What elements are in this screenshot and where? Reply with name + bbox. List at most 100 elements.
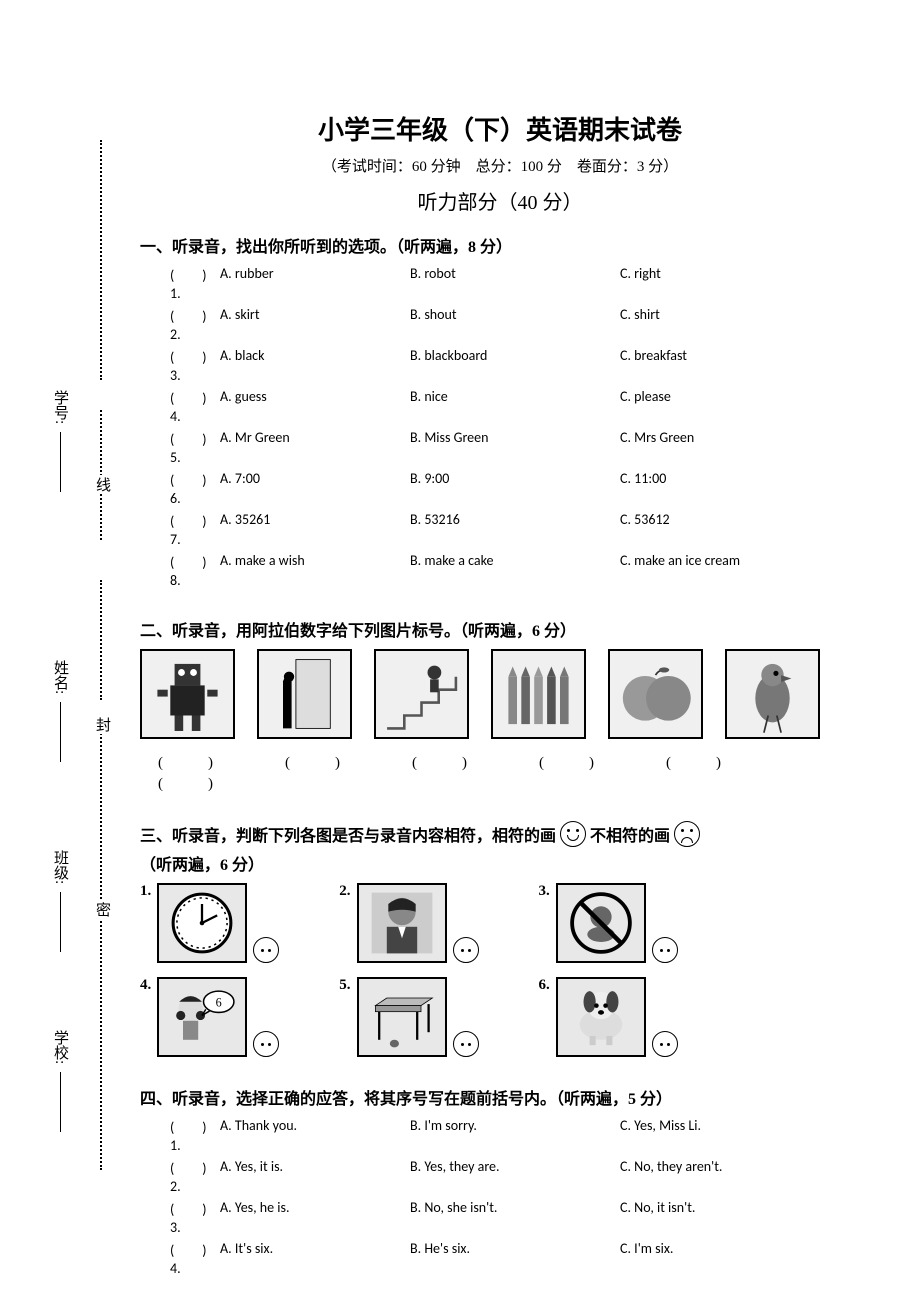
q1-row: ( ) 3.A. blackB. blackboardC. breakfast [140, 347, 860, 384]
opt-b: B. shout [410, 306, 620, 343]
q2-img-oranges [608, 649, 703, 739]
opt-a: A. Mr Green [220, 429, 410, 466]
opt-b: B. He's six. [410, 1240, 620, 1277]
q1-row: ( ) 8.A. make a wishB. make a cakeC. mak… [140, 552, 860, 589]
paren: ( ) 4. [170, 388, 220, 425]
opt-a: A. It's six. [220, 1240, 410, 1277]
opt-c: C. please [620, 388, 860, 425]
q1-heading: 一、听录音，找出你所听到的选项。（听两遍，8 分） [140, 233, 860, 257]
paren: ( ) 5. [170, 429, 220, 466]
q3-img-man [357, 883, 447, 963]
opt-c: C. No, they aren't. [620, 1158, 860, 1195]
label-id: 学号: [50, 390, 71, 492]
opt-b: B. robot [410, 265, 620, 302]
q3-item-4: 4. 6 [140, 977, 279, 1057]
label-name: 姓名: [50, 660, 71, 762]
opt-b: B. 9:00 [410, 470, 620, 507]
seal-char-mi: 密 [92, 900, 113, 919]
opt-c: C. No, it isn't. [620, 1199, 860, 1236]
q4-row: ( ) 4.A. It's six.B. He's six.C. I'm six… [140, 1240, 860, 1277]
q2-paren: ( ) [285, 751, 340, 772]
q2-img-door [257, 649, 352, 739]
q2-paren: ( ) [158, 772, 213, 793]
q2-paren: ( ) [158, 751, 213, 772]
label-school: 学校: [50, 1030, 71, 1132]
seal-dotted-line [100, 580, 102, 700]
q1-row: ( ) 5.A. Mr GreenB. Miss GreenC. Mrs Gre… [140, 429, 860, 466]
opt-b: B. Miss Green [410, 429, 620, 466]
opt-c: C. breakfast [620, 347, 860, 384]
paren: ( ) 7. [170, 511, 220, 548]
opt-b: B. blackboard [410, 347, 620, 384]
q3-heading-text-1: 三、听录音，判断下列各图是否与录音内容相符，相符的画 [140, 822, 556, 846]
opt-b: B. 53216 [410, 511, 620, 548]
opt-a: A. Yes, it is. [220, 1158, 410, 1195]
opt-c: C. Mrs Green [620, 429, 860, 466]
opt-a: A. make a wish [220, 552, 410, 589]
q1-row: ( ) 2.A. skirtB. shoutC. shirt [140, 306, 860, 343]
q3-img-puppy [556, 977, 646, 1057]
q4-row: ( ) 1.A. Thank you.B. I'm sorry.C. Yes, … [140, 1117, 860, 1154]
exam-title: 小学三年级（下）英语期末试卷 [140, 110, 860, 147]
opt-c: C. Yes, Miss Li. [620, 1117, 860, 1154]
opt-a: A. black [220, 347, 410, 384]
paren: ( ) 6. [170, 470, 220, 507]
q3-item-5: 5. [339, 977, 478, 1057]
paren: ( ) 3. [170, 1199, 220, 1236]
q2-img-parrot [725, 649, 820, 739]
opt-a: A. Thank you. [220, 1117, 410, 1154]
q1-row: ( ) 1.A. rubberB. robotC. right [140, 265, 860, 302]
q2-paren-row-2: ( ) [140, 772, 860, 793]
opt-c: C. 53612 [620, 511, 860, 548]
q2-img-crayons [491, 649, 586, 739]
opt-a: A. rubber [220, 265, 410, 302]
q3-img-girl-6: 6 [157, 977, 247, 1057]
seal-dotted-line [100, 730, 102, 1170]
opt-b: B. I'm sorry. [410, 1117, 620, 1154]
answer-circle [453, 937, 479, 963]
seal-char-feng: 封 [92, 715, 113, 734]
q3-item-3: 3. [539, 883, 678, 963]
q3-item-6: 6. [539, 977, 678, 1057]
q2-heading: 二、听录音，用阿拉伯数字给下列图片标号。（听两遍，6 分） [140, 617, 860, 641]
opt-a: A. Yes, he is. [220, 1199, 410, 1236]
sad-face-icon [674, 821, 700, 847]
answer-circle [652, 937, 678, 963]
opt-a: A. 35261 [220, 511, 410, 548]
q3-img-no-sleep [556, 883, 646, 963]
q3-heading-line2: （听两遍，6 分） [140, 851, 860, 875]
opt-a: A. skirt [220, 306, 410, 343]
q3-row-2: 4. 6 5. 6. [140, 977, 860, 1057]
seal-dotted-line [100, 140, 102, 380]
q2-paren: ( ) [666, 751, 721, 772]
q3-item-2: 2. [339, 883, 478, 963]
paren: ( ) 3. [170, 347, 220, 384]
q3-heading-text-2: 不相符的画 [590, 822, 670, 846]
label-class: 班级: [50, 850, 71, 952]
q4-row: ( ) 3.A. Yes, he is.B. No, she isn't.C. … [140, 1199, 860, 1236]
q3-img-desk [357, 977, 447, 1057]
paren: ( ) 4. [170, 1240, 220, 1277]
q1-row: ( ) 7.A. 35261B. 53216C. 53612 [140, 511, 860, 548]
paren: ( ) 1. [170, 1117, 220, 1154]
answer-circle [253, 937, 279, 963]
opt-c: C. make an ice cream [620, 552, 860, 589]
exam-content: 小学三年级（下）英语期末试卷 （考试时间：60 分钟 总分：100 分 卷面分：… [140, 110, 860, 1281]
q2-image-row [140, 649, 860, 739]
answer-circle [652, 1031, 678, 1057]
q2-paren-row: ( ) ( ) ( ) ( ) ( ) [140, 751, 860, 772]
opt-b: B. Yes, they are. [410, 1158, 620, 1195]
q2-paren: ( ) [539, 751, 594, 772]
q4-row: ( ) 2.A. Yes, it is.B. Yes, they are.C. … [140, 1158, 860, 1195]
smile-face-icon [560, 821, 586, 847]
opt-b: B. No, she isn't. [410, 1199, 620, 1236]
q2-img-stairs [374, 649, 469, 739]
q3-heading: 三、听录音，判断下列各图是否与录音内容相符，相符的画 不相符的画 [140, 821, 860, 847]
exam-subtitle: （考试时间：60 分钟 总分：100 分 卷面分：3 分） [140, 155, 860, 176]
svg-text:6: 6 [216, 995, 222, 1009]
q1-list: ( ) 1.A. rubberB. robotC. right( ) 2.A. … [140, 265, 860, 589]
paren: ( ) 2. [170, 306, 220, 343]
opt-c: C. right [620, 265, 860, 302]
q3-item-1: 1. [140, 883, 279, 963]
q4-list: ( ) 1.A. Thank you.B. I'm sorry.C. Yes, … [140, 1117, 860, 1277]
